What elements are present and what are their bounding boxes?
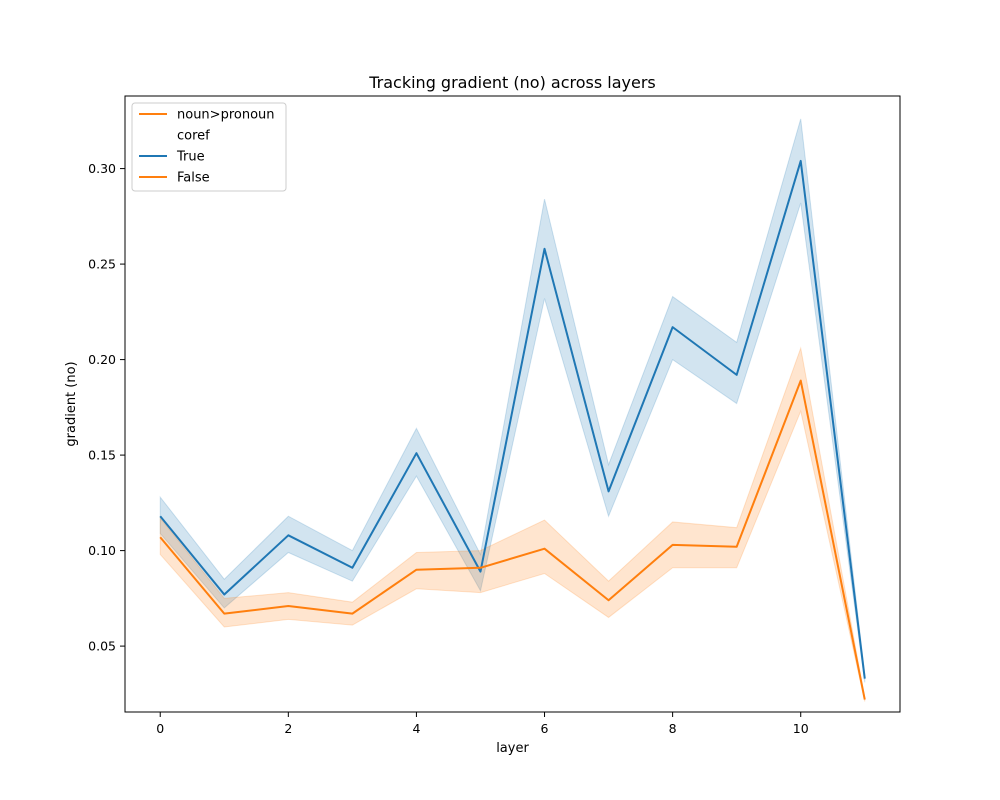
y-axis-ticks: 0.05 0.10 0.15 0.20 0.25 0.30 (88, 161, 125, 654)
legend-box (131, 102, 287, 192)
y-tick-label: 0.05 (88, 639, 116, 654)
x-tick-label: 10 (793, 721, 809, 736)
legend-entry-label: coref (177, 129, 210, 144)
x-tick-label: 2 (284, 721, 292, 736)
x-tick-label: 4 (412, 721, 420, 736)
legend-entry-label: False (177, 171, 210, 186)
x-axis-label: layer (496, 741, 529, 756)
confidence-band-true (159, 118, 866, 683)
series-line-false (159, 379, 866, 700)
y-tick-label: 0.15 (88, 448, 116, 463)
y-tick-label: 0.25 (88, 257, 116, 272)
x-tick-label: 0 (156, 721, 164, 736)
y-tick-label: 0.10 (88, 543, 116, 558)
legend: noun>pronoun coref True False (131, 102, 287, 192)
y-axis-label: gradient (no) (64, 361, 79, 446)
x-tick-label: 6 (541, 721, 549, 736)
plot-area-frame (124, 95, 901, 713)
x-tick-label: 8 (669, 721, 677, 736)
confidence-band-false (159, 346, 866, 702)
legend-entry-label: True (176, 150, 205, 165)
series-line-true (159, 159, 866, 679)
y-tick-label: 0.30 (88, 161, 116, 176)
series-lines (159, 159, 866, 700)
legend-entry-label: noun>pronoun (177, 108, 275, 123)
chart-title: Tracking gradient (no) across layers (368, 73, 656, 92)
x-axis-ticks: 0 2 4 6 8 10 (156, 712, 809, 736)
confidence-bands (159, 118, 866, 702)
y-tick-label: 0.20 (88, 352, 116, 367)
